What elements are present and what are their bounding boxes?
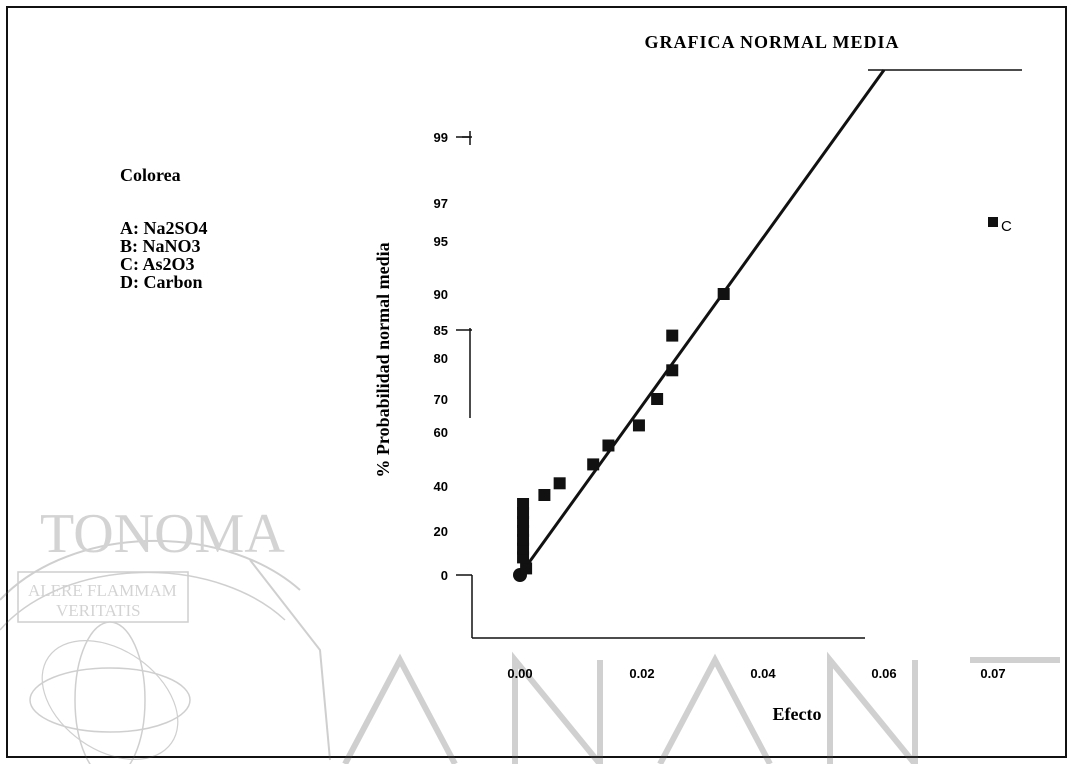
fit-line-group xyxy=(518,69,886,576)
data-point-12 xyxy=(602,439,615,452)
data-point-9 xyxy=(538,489,551,501)
x-tick-label-1: 0.02 xyxy=(629,666,654,681)
y-tick-label-0: 0 xyxy=(441,568,448,583)
legend: Colorea A: Na2SO4 B: NaNO3 C: As2O3 D: C… xyxy=(120,165,208,292)
legend-item-b: B: NaNO3 xyxy=(120,236,201,256)
x-tick-label-4: 0.07 xyxy=(980,666,1005,681)
legend-item-a: A: Na2SO4 xyxy=(120,218,208,238)
x-tick-label-2: 0.04 xyxy=(750,666,776,681)
y-axis-label: % Probabilidad normal media xyxy=(373,242,393,477)
x-tick-labels: 0.00 0.02 0.04 0.06 0.07 xyxy=(507,666,1005,681)
y-tick-label-10: 99 xyxy=(434,130,448,145)
y-tick-label-6: 85 xyxy=(434,323,448,338)
data-point-10 xyxy=(553,477,566,490)
y-tick-label-1: 20 xyxy=(434,524,448,539)
y-tick-label-9: 97 xyxy=(434,196,448,211)
seal-text: TONOMA xyxy=(40,503,285,565)
seal-motto-line1: ALERE FLAMMAM xyxy=(28,581,177,600)
y-tick-label-2: 40 xyxy=(434,479,448,494)
data-point-15 xyxy=(666,364,679,377)
data-point-17 xyxy=(717,288,730,300)
legend-title: Colorea xyxy=(120,165,181,185)
axes xyxy=(462,69,1022,639)
data-point-18 xyxy=(988,217,998,227)
data-point-14 xyxy=(651,393,664,405)
data-points: C xyxy=(513,217,1012,582)
x-axis-label: Efecto xyxy=(773,704,822,724)
y-tick-label-4: 70 xyxy=(434,392,448,407)
university-seal-watermark: TONOMA ALERE FLAMMAM VERITATIS xyxy=(0,503,1060,764)
data-point-label-18: C xyxy=(1001,218,1012,235)
data-point-11 xyxy=(587,458,600,471)
chart-title: GRAFICA NORMAL MEDIA xyxy=(644,32,899,52)
data-point-1 xyxy=(520,562,533,575)
data-point-16 xyxy=(666,329,679,342)
legend-item-c: C: As2O3 xyxy=(120,254,195,274)
seal-motto-line2: VERITATIS xyxy=(56,601,141,620)
fit-line xyxy=(518,69,886,576)
y-tick-label-5: 80 xyxy=(434,351,448,366)
y-tick-label-7: 90 xyxy=(434,287,448,302)
figure-border xyxy=(6,6,1067,758)
y-tick-label-3: 60 xyxy=(434,425,448,440)
x-tick-label-3: 0.06 xyxy=(871,666,896,681)
x-tick-label-0: 0.00 xyxy=(507,666,532,681)
y-tick-labels: 0 20 40 60 70 80 85 90 95 97 99 xyxy=(434,130,472,583)
data-point-8 xyxy=(517,498,530,510)
y-tick-label-8: 95 xyxy=(434,234,448,249)
data-point-13 xyxy=(632,419,645,432)
legend-item-d: D: Carbon xyxy=(120,272,203,292)
